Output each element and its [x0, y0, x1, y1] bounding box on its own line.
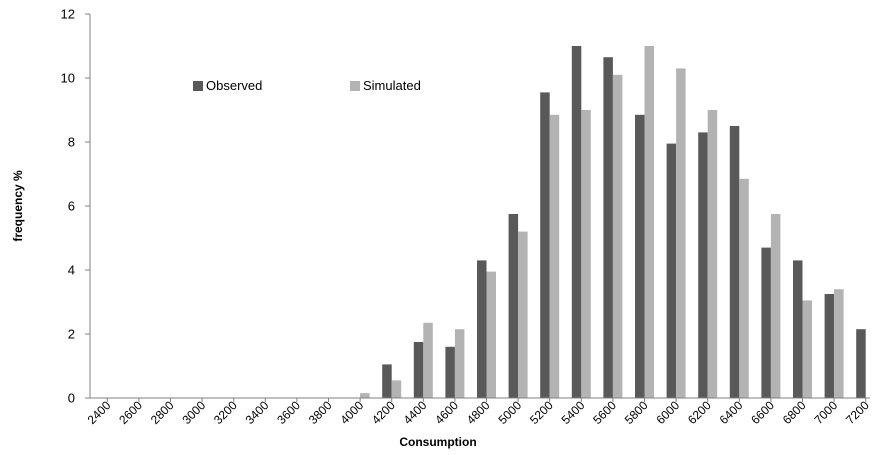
x-tick-label: 5400 [559, 398, 588, 427]
legend: Observed Simulated [193, 78, 421, 93]
legend-label-observed: Observed [206, 78, 262, 93]
y-tick-label: 0 [68, 391, 75, 406]
x-tick-label: 6000 [653, 398, 682, 427]
bar-observed-4800 [477, 260, 487, 398]
bar-simulated-4200 [391, 380, 402, 398]
bar-observed-6200 [698, 132, 708, 398]
bar-simulated-4800 [486, 271, 496, 398]
x-tick-label: 5200 [527, 398, 556, 427]
bar-simulated-4400 [423, 322, 433, 398]
bar-observed-4200 [382, 364, 392, 398]
bar-observed-7200 [856, 329, 866, 398]
x-tick-label: 3400 [243, 398, 272, 427]
bar-observed-7000 [824, 294, 835, 398]
bar-simulated-6600 [770, 214, 781, 398]
bar-simulated-5000 [518, 231, 528, 398]
x-tick-label: 3800 [306, 398, 335, 427]
bar-simulated-6400 [739, 178, 749, 398]
bar-simulated-4000 [360, 393, 370, 398]
x-tick-label: 6800 [780, 398, 809, 427]
y-tick-label: 2 [68, 327, 75, 342]
bar-observed-5200 [540, 92, 550, 399]
x-tick-label: 4600 [432, 398, 461, 427]
x-tick-label: 3600 [274, 398, 303, 427]
x-tick-label: 2400 [85, 398, 114, 427]
x-tick-label: 6200 [685, 398, 714, 427]
bar-simulated-5800 [644, 46, 654, 398]
bar-observed-6000 [666, 143, 677, 398]
y-tick-label: 12 [61, 7, 75, 22]
bar-simulated-6000 [676, 68, 686, 399]
legend-swatch-simulated [350, 81, 360, 91]
y-tick-label: 10 [61, 71, 75, 86]
x-tick-label: 3000 [179, 398, 208, 427]
bar-simulated-6200 [707, 110, 718, 398]
x-tick-label: 2600 [116, 398, 145, 427]
bar-observed-6400 [729, 126, 740, 398]
bar-simulated-6800 [802, 300, 812, 398]
bar-simulated-4600 [454, 329, 465, 398]
bar-simulated-5400 [581, 110, 591, 398]
bar-observed-5400 [571, 46, 582, 398]
x-tick-label: 6600 [748, 398, 777, 427]
bar-observed-4400 [413, 342, 424, 398]
y-axis-title: frequency % [11, 170, 25, 242]
y-tick-label: 6 [68, 199, 75, 214]
x-tick-label: 4000 [337, 398, 366, 427]
bar-observed-5000 [508, 214, 519, 398]
x-tick-label: 5600 [590, 398, 619, 427]
x-ticks-group: 2400 2600 2800 3000 3200 3400 3600 3800 4000 4200… [85, 398, 872, 427]
bars-group [360, 46, 866, 399]
y-tick-label: 8 [68, 135, 75, 150]
bar-observed-5600 [603, 57, 613, 398]
x-tick-label: 5800 [622, 398, 651, 427]
x-tick-label: 3200 [211, 398, 240, 427]
x-tick-label: 6400 [717, 398, 746, 427]
y-tick-label: 4 [68, 263, 75, 278]
bar-observed-6600 [761, 247, 771, 398]
x-tick-label: 5000 [495, 398, 524, 427]
x-axis-title: Consumption [399, 435, 476, 449]
bar-simulated-5200 [549, 114, 560, 399]
legend-swatch-observed [193, 81, 203, 91]
bar-simulated-7000 [834, 289, 844, 398]
bar-observed-5800 [635, 114, 645, 399]
x-tick-label: 4200 [369, 398, 398, 427]
x-tick-label: 7000 [811, 398, 840, 427]
legend-label-simulated: Simulated [363, 78, 421, 93]
x-tick-label: 4800 [464, 398, 493, 427]
x-tick-label: 2800 [148, 398, 177, 427]
y-ticks-group: 0 2 4 6 8 10 12 [61, 7, 90, 406]
bar-simulated-5600 [612, 74, 623, 399]
bar-observed-6800 [793, 260, 803, 398]
x-tick-label: 7200 [843, 398, 872, 427]
bar-observed-4600 [445, 346, 455, 398]
x-tick-label: 4400 [401, 398, 430, 427]
